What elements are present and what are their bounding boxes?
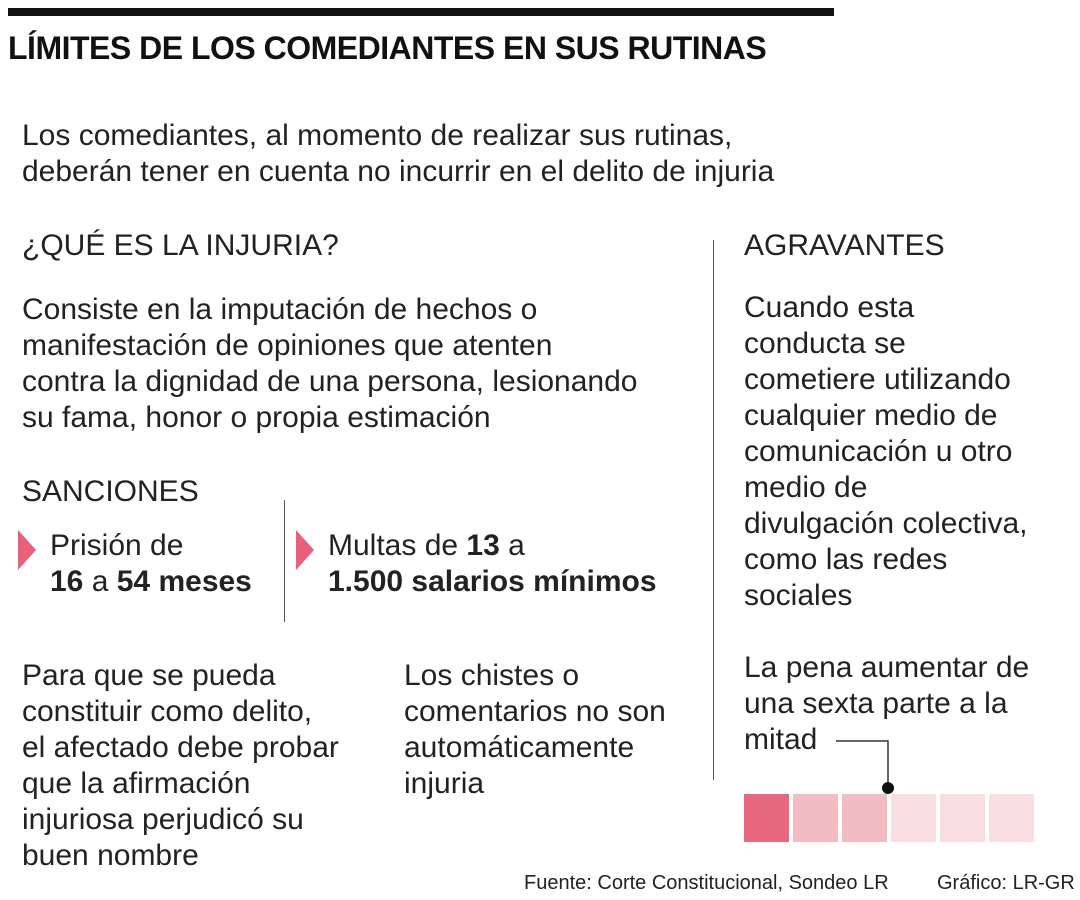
aggravating-line: divulgación colectiva, — [744, 507, 1028, 540]
scale-segment — [940, 794, 985, 842]
scale-segment — [744, 794, 789, 842]
definition-line: su fama, honor o propia estimación — [22, 401, 491, 434]
intro-line: deberán tener en cuenta no incurrir en e… — [22, 155, 775, 188]
penalty-leader-line — [836, 740, 894, 794]
scale-segment — [891, 794, 936, 842]
intro-text: Los comediantes, al momento de realizar … — [22, 118, 862, 190]
penalty-line: mitad — [744, 723, 818, 756]
definition-line: manifestación de opiniones que atenten — [22, 329, 553, 362]
scale-segment — [989, 794, 1034, 842]
aggravating-line: cualquier medio de — [744, 399, 998, 432]
proof-line: Para que se pueda — [22, 659, 276, 692]
definition-line: contra la dignidad de una persona, lesio… — [22, 365, 638, 398]
proof-line: que la afirmación — [22, 767, 251, 800]
column-divider — [713, 240, 714, 780]
penalty-line: La pena aumentar de — [744, 651, 1030, 684]
section-heading-what-is: ¿QUÉ ES LA INJURIA? — [22, 229, 339, 262]
prison-from: 16 — [50, 565, 84, 598]
section-heading-aggravating: AGRAVANTES — [744, 229, 945, 262]
jokes-line: injuria — [404, 767, 485, 800]
top-rule — [8, 8, 834, 16]
jokes-line: automáticamente — [404, 731, 635, 764]
proof-line: constituir como delito, — [22, 695, 313, 728]
jokes-line: comentarios no son — [404, 695, 666, 728]
aggravating-line: como las redes — [744, 543, 948, 576]
fines-sanction: Multas de 13 a 1.500 salarios mínimos — [328, 528, 657, 600]
arrow-marker-icon — [18, 530, 36, 570]
aggravating-line: Cuando esta — [744, 291, 915, 324]
intro-line: Los comediantes, al momento de realizar … — [22, 119, 733, 152]
fines-connector: a — [508, 529, 525, 562]
aggravating-text: Cuando esta conducta se cometiere utiliz… — [744, 290, 1074, 614]
aggravating-line: sociales — [744, 579, 853, 612]
prison-sanction: Prisión de 16 a 54 meses — [50, 528, 252, 600]
proof-text: Para que se pueda constituir como delito… — [22, 658, 392, 874]
fines-line-1: Multas de 13 a — [328, 528, 657, 564]
jokes-line: Los chistes o — [404, 659, 580, 692]
source-credit: Fuente: Corte Constitucional, Sondeo LR — [524, 872, 889, 894]
aggravating-line: medio de — [744, 471, 868, 504]
proof-line: injuriosa perjudicó su — [22, 803, 304, 836]
page-title: LÍMITES DE LOS COMEDIANTES EN SUS RUTINA… — [8, 30, 767, 66]
prison-range: 16 a 54 meses — [50, 564, 252, 600]
fines-to: 1.500 salarios mínimos — [328, 565, 657, 598]
section-heading-sanctions: SANCIONES — [22, 475, 199, 508]
graphic-credit: Gráfico: LR-GR — [937, 872, 1075, 894]
definition-line: Consiste en la imputación de hechos o — [22, 293, 538, 326]
jokes-text: Los chistes o comentarios no son automát… — [404, 658, 704, 802]
proof-line: buen nombre — [22, 839, 199, 872]
scale-marker-dot — [882, 782, 894, 794]
aggravating-line: comunicación u otro — [744, 435, 1013, 468]
penalty-text: La pena aumentar de una sexta parte a la… — [744, 650, 1074, 758]
arrow-marker-icon — [296, 530, 314, 570]
scale-segment — [793, 794, 838, 842]
definition-text: Consiste en la imputación de hechos o ma… — [22, 292, 712, 436]
prison-prefix: Prisión de — [50, 529, 184, 562]
fines-from: 13 — [466, 529, 500, 562]
prison-connector: a — [91, 565, 109, 598]
sanctions-divider — [284, 500, 285, 622]
scale-segment — [842, 794, 887, 842]
proof-line: el afectado debe probar — [22, 731, 339, 764]
aggravating-line: conducta se — [744, 327, 906, 360]
aggravating-line: cometiere utilizando — [744, 363, 1011, 396]
fines-prefix: Multas de — [328, 529, 459, 562]
prison-to: 54 meses — [116, 565, 252, 598]
penalty-line: una sexta parte a la — [744, 687, 1008, 720]
fines-line-2: 1.500 salarios mínimos — [328, 564, 657, 600]
